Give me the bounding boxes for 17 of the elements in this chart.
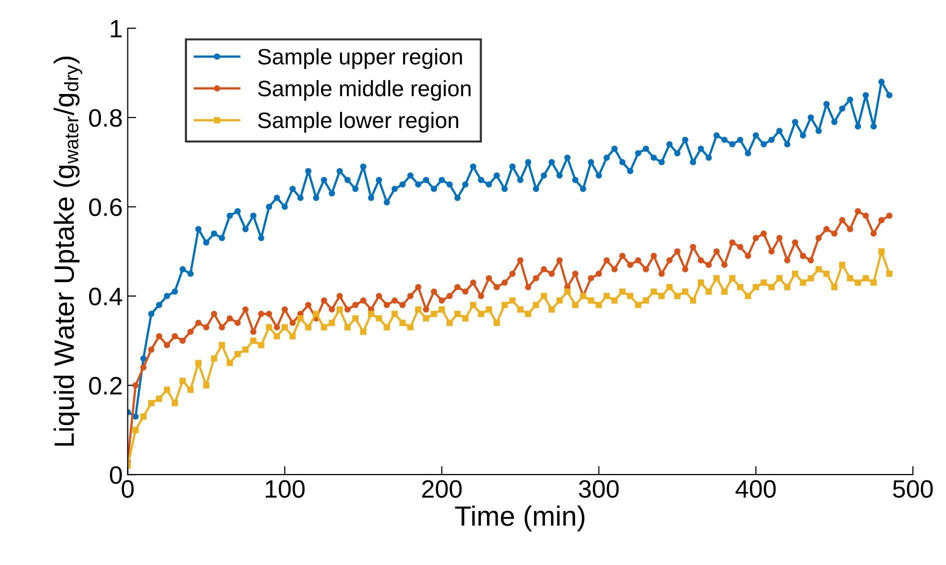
x-axis-title: Time (min): [455, 506, 584, 532]
y-tick-label: 0.2: [89, 376, 122, 395]
legend-label: Sample lower region: [258, 112, 458, 133]
legend-label: Sample upper region: [258, 48, 462, 69]
x-tick-label: 200: [422, 480, 462, 498]
x-tick-label: 300: [578, 480, 619, 498]
x-tick-label: 500: [893, 480, 933, 498]
y-tick-label: 0.6: [89, 198, 122, 216]
x-tick-label: 400: [736, 480, 776, 498]
x-tick-label: 0: [122, 480, 134, 498]
legend-label: Sample middle region: [258, 80, 471, 101]
y-axis-title: Liquid Water Uptake (g$_{water}$/g$_{dry}$): [54, 56, 82, 446]
y-tick-label: 0: [110, 466, 122, 484]
y-tick-label: 0.4: [89, 288, 122, 306]
x-tick-label: 100: [266, 480, 305, 498]
y-tick-label: 0.8: [89, 109, 122, 127]
y-tick-label: 1: [110, 20, 122, 38]
